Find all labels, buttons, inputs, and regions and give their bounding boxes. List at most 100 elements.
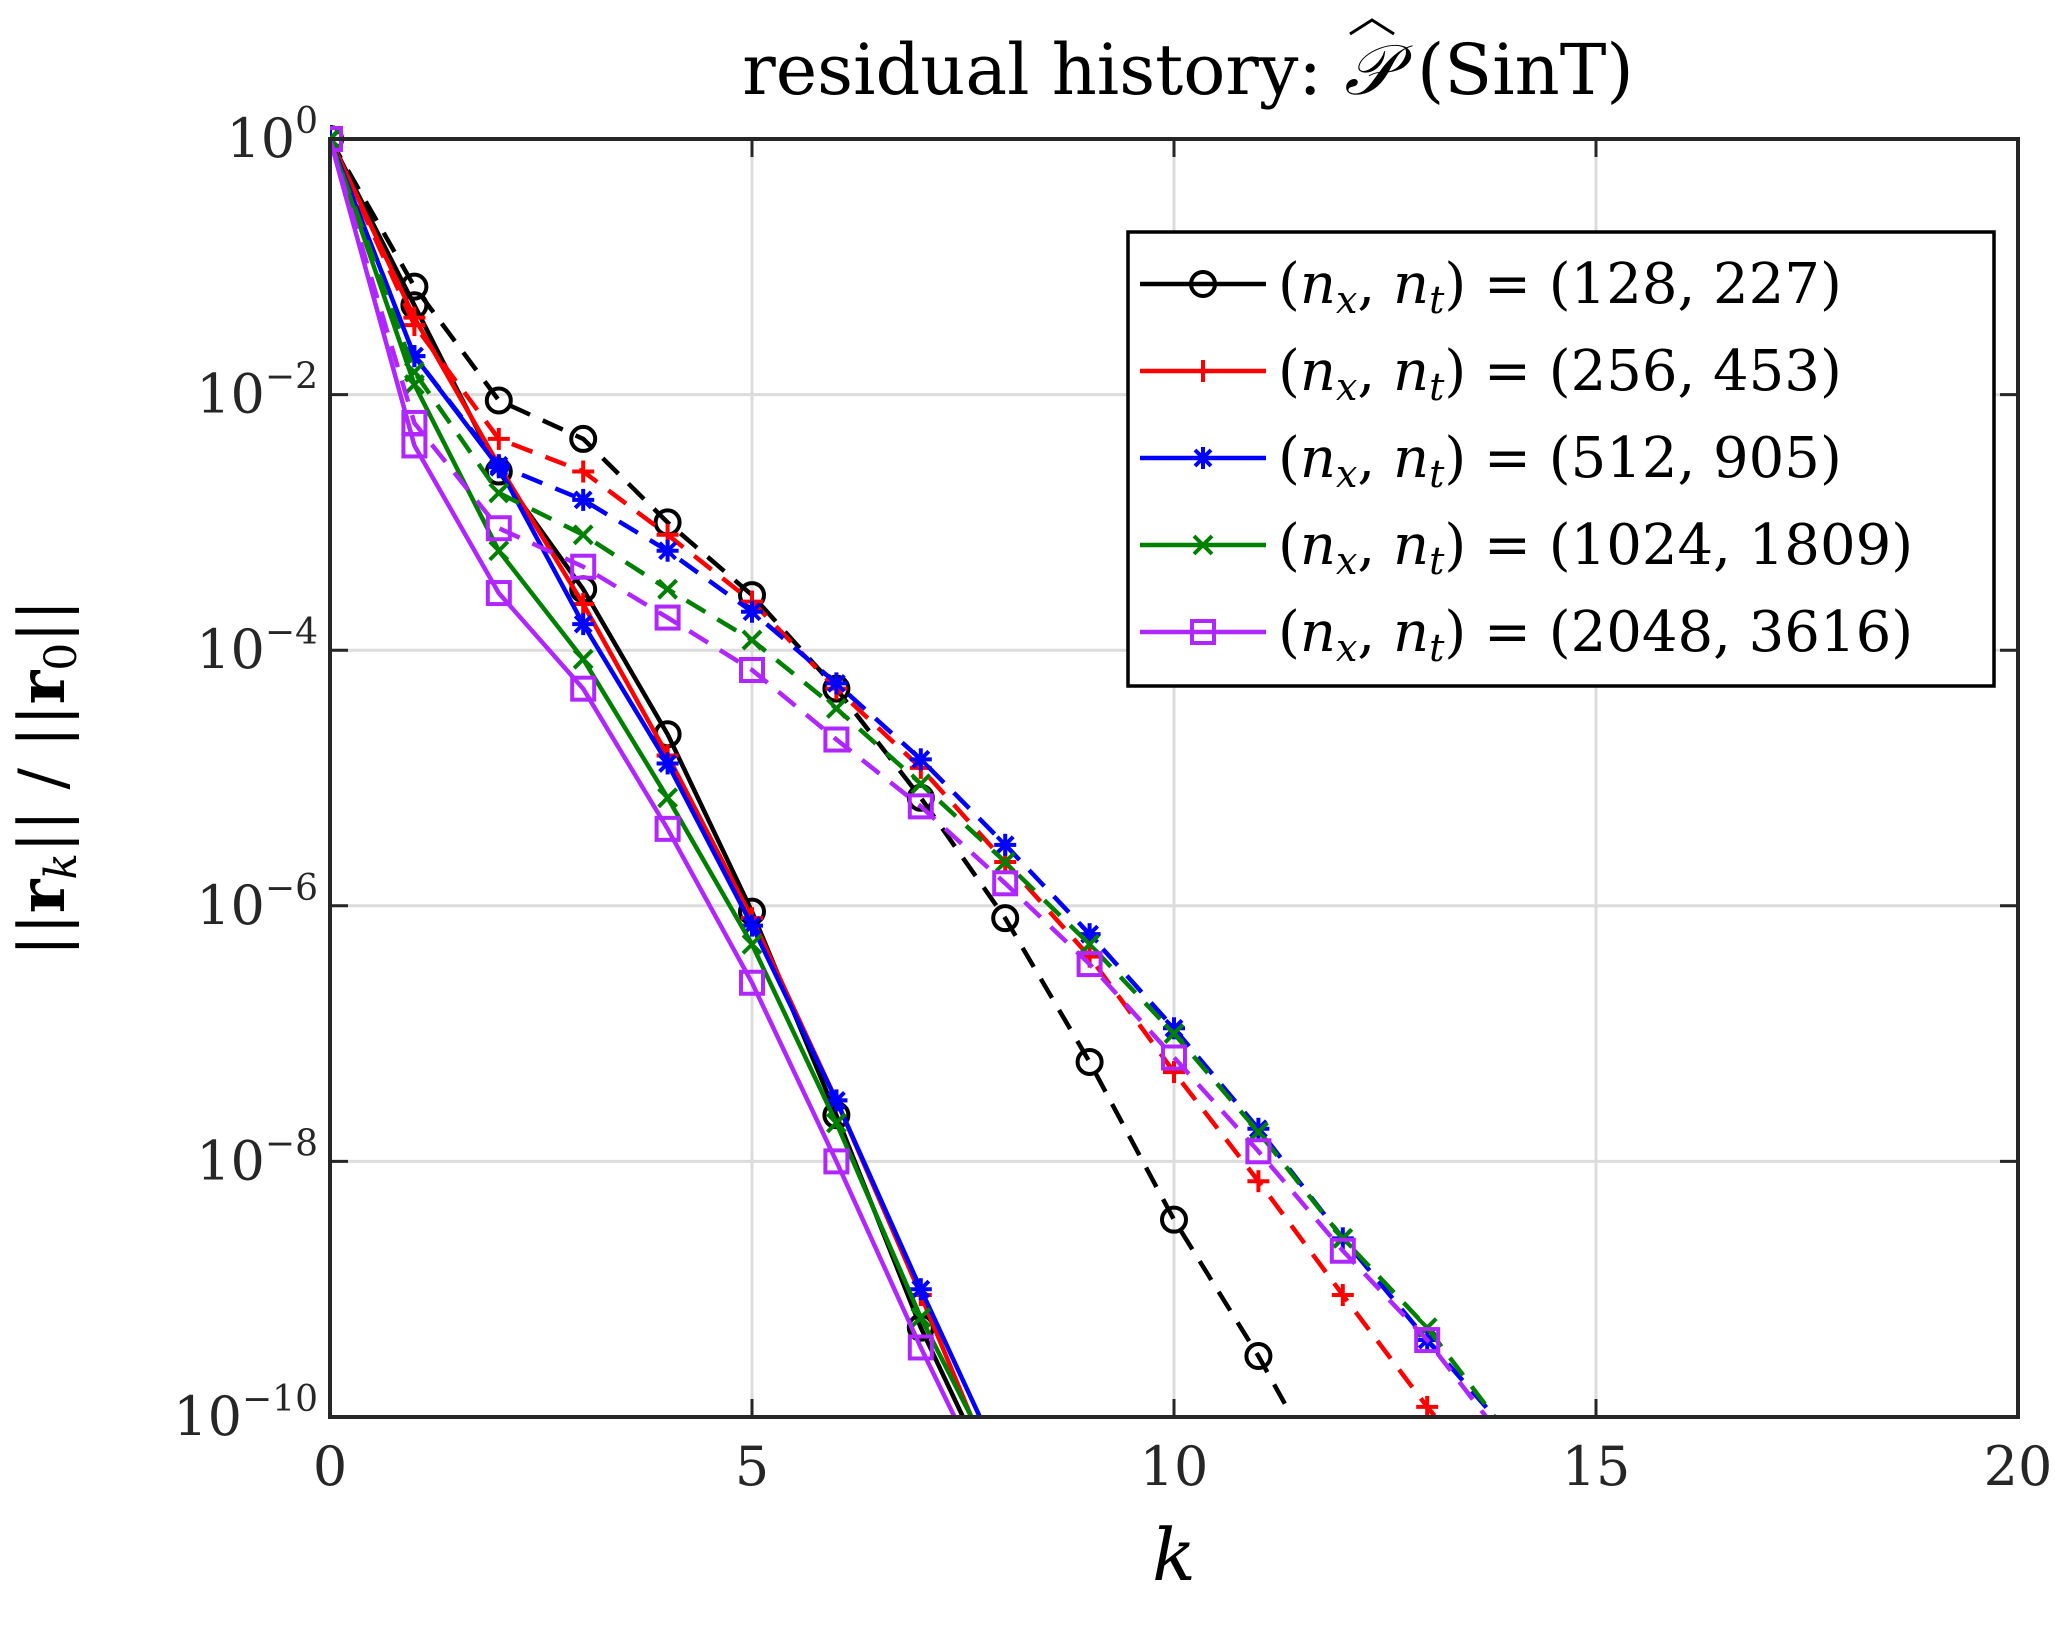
star-marker	[656, 752, 679, 775]
square-marker	[570, 675, 597, 702]
circle-marker	[1160, 1205, 1188, 1234]
chart-title: residual history: 𝒫 (SinT)	[742, 29, 1633, 111]
legend-box	[1126, 230, 1996, 688]
series-line	[330, 138, 1438, 1417]
legend-label: (nx, nt) = (1024, 1809)	[1278, 513, 1913, 583]
star-marker	[994, 833, 1017, 856]
square-marker	[739, 656, 765, 683]
axes: 0 5 10 15 20 100 10−2 10−4 10−6 10−8 10−10	[173, 101, 2052, 1498]
square-marker	[823, 1148, 850, 1175]
x-tick-label: 10	[1140, 1435, 1209, 1498]
x-marker	[572, 648, 594, 670]
x-tick-label: 5	[735, 1435, 769, 1498]
square-marker	[1161, 1044, 1187, 1071]
plus-marker	[403, 314, 426, 337]
x-marker	[1192, 534, 1214, 556]
plus-marker	[572, 592, 595, 615]
square-marker	[654, 815, 681, 842]
circle-marker	[1244, 1342, 1273, 1371]
star-marker	[909, 1278, 932, 1301]
x-tick-label: 20	[1984, 1435, 2053, 1498]
square-marker	[485, 580, 512, 607]
series-line	[330, 138, 1489, 1417]
y-tick-label: 10−8	[196, 1123, 318, 1192]
legend-label: (nx, nt) = (256, 453)	[1278, 339, 1842, 409]
square-marker	[992, 870, 1019, 897]
x-marker	[741, 933, 763, 955]
y-tick-label: 100	[226, 101, 318, 170]
x-marker	[657, 787, 679, 809]
y-tick-label: 10−2	[196, 357, 318, 426]
square-marker	[1076, 951, 1103, 978]
plus-marker	[1416, 1395, 1439, 1417]
square-marker	[907, 793, 934, 820]
x-tick-label: 15	[1562, 1435, 1631, 1498]
x-marker	[657, 578, 679, 600]
plus-marker	[1163, 1061, 1185, 1084]
circle-marker	[484, 386, 513, 415]
legend-entry-2: (nx, nt) = (512, 905)	[1140, 426, 1842, 496]
y-tick-label: 10−10	[173, 1379, 318, 1448]
star-marker	[741, 914, 763, 937]
x-marker	[1247, 1121, 1269, 1143]
x-marker	[572, 524, 594, 546]
legend-entry-0: (nx, nt) = (128, 227)	[1140, 252, 1842, 322]
star-marker	[825, 1089, 848, 1112]
x-marker	[825, 1112, 847, 1134]
title-hat	[1349, 18, 1395, 36]
plus-marker	[1331, 1284, 1354, 1307]
square-marker	[485, 515, 512, 542]
square-marker	[1245, 1138, 1272, 1165]
data-series	[330, 125, 1497, 1417]
plus-marker	[1192, 360, 1214, 382]
legend: (nx, nt) = (128, 227) (nx, nt) = (256, 45…	[1126, 230, 1996, 688]
x-marker	[1079, 933, 1101, 955]
x-marker	[910, 773, 932, 795]
legend-label: (nx, nt) = (2048, 3616)	[1278, 600, 1913, 670]
square-marker	[570, 553, 597, 580]
square-marker	[401, 409, 428, 436]
star-marker	[741, 600, 763, 623]
circle-marker	[1189, 270, 1217, 298]
circle-marker	[569, 424, 598, 453]
legend-label: (nx, nt) = (128, 227)	[1278, 252, 1842, 322]
x-marker	[825, 698, 847, 719]
legend-entry-1: (nx, nt) = (256, 453)	[1140, 339, 1842, 409]
plus-marker	[1247, 1170, 1270, 1193]
square-marker	[1190, 619, 1216, 645]
star-marker	[572, 488, 595, 511]
plus-marker	[572, 460, 595, 483]
x-marker	[1163, 1023, 1185, 1045]
square-marker	[907, 1334, 934, 1361]
series-9	[330, 126, 1489, 1417]
square-marker	[739, 969, 765, 996]
legend-entry-4: (nx, nt) = (2048, 3616)	[1140, 600, 1913, 670]
square-marker	[1414, 1327, 1441, 1354]
x-marker	[488, 482, 510, 504]
x-marker	[994, 851, 1016, 873]
legend-entry-3: (nx, nt) = (1024, 1809)	[1140, 513, 1913, 583]
plus-marker	[487, 427, 510, 450]
square-marker	[823, 726, 850, 753]
x-marker	[741, 629, 763, 651]
star-marker	[487, 454, 510, 477]
x-tick-label: 0	[313, 1435, 347, 1498]
x-marker	[403, 361, 425, 383]
series-line	[330, 138, 957, 1417]
square-marker	[1329, 1237, 1356, 1264]
star-marker	[572, 613, 595, 636]
labels: residual history: 𝒫 (SinT) k ||rk|| / ||r0…	[5, 18, 1634, 1597]
legend-label: (nx, nt) = (512, 905)	[1278, 426, 1842, 496]
circle-marker	[991, 904, 1020, 933]
x-marker	[488, 540, 510, 562]
y-tick-label: 10−6	[196, 868, 318, 937]
star-marker	[909, 748, 932, 771]
star-marker	[1192, 447, 1214, 469]
circle-marker	[1075, 1047, 1104, 1076]
star-marker	[825, 672, 848, 695]
x-marker	[330, 128, 341, 150]
circle-marker	[400, 272, 429, 301]
star-marker	[656, 539, 679, 562]
x-marker	[910, 1307, 932, 1328]
